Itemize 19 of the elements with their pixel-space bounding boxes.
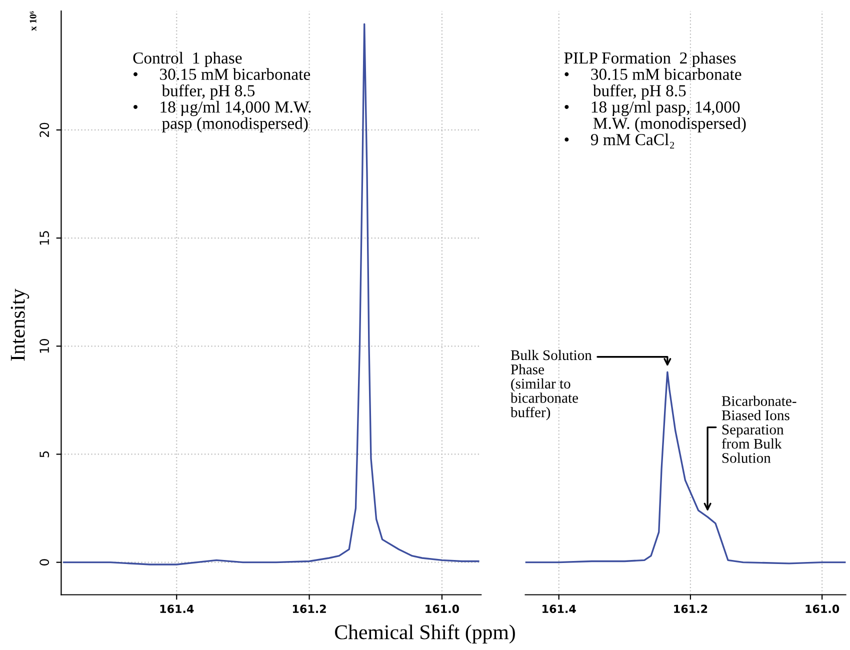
y-tick-label: 5	[40, 451, 50, 458]
y-tick-label: 10	[40, 339, 50, 353]
annotation: PILP Formation 2 phases • 30.15 mM bicarbonate buffer, pH 8.5 • 18 µg/ml pasp, 14,000 M.W. (monodispersed) • 9 mM CaCl₂	[564, 52, 746, 148]
y-tick-label: 15	[40, 231, 50, 245]
x-tick-label: 161.0	[426, 604, 460, 614]
x-tick-label: 161.0	[806, 604, 840, 614]
x-axis-title: Chemical Shift (ppm)	[335, 624, 515, 644]
x-tick-label: 161.4	[542, 604, 576, 614]
y-axis-title: Intensity	[10, 288, 30, 361]
line-series	[63, 23, 480, 566]
annotation: Control 1 phase • 30.15 mM bicarbonate buffer, pH 8.5 • 18 µg/ml 14,000 M.W. pasp (monodispersed)	[133, 52, 311, 132]
annotation: Bicarbonate- Biased Ions Separation from Bulk Solution	[722, 396, 796, 463]
x-tick-label: 161.2	[292, 604, 326, 614]
x-tick-label: 161.2	[674, 604, 708, 614]
annotation: Bulk Solution Phase (similar to bicarbonate buffer)	[510, 350, 592, 420]
y-tick-label: 20	[40, 122, 50, 137]
text: x 10⁶	[30, 11, 36, 31]
y-tick-label: 0	[40, 559, 50, 566]
x-tick-label: 161.4	[160, 604, 194, 614]
